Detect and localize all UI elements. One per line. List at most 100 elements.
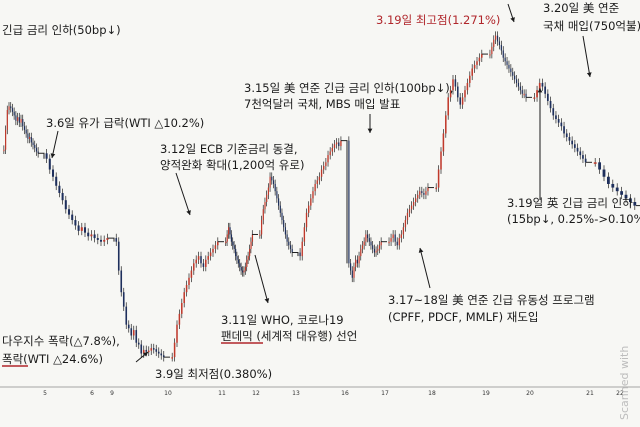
- candle-body: [510, 68, 512, 73]
- candle-body: [320, 169, 323, 177]
- candle-body: [283, 220, 285, 228]
- candle-body: [557, 119, 560, 123]
- candle-body: [360, 248, 362, 257]
- x-tick-label: 10: [164, 390, 172, 397]
- candle-body: [23, 126, 26, 130]
- candle-body: [367, 234, 369, 239]
- candle-body: [225, 241, 227, 244]
- candle-body: [176, 324, 178, 343]
- candle-body: [284, 227, 287, 235]
- candle-body: [478, 57, 481, 62]
- candle-body: [242, 270, 244, 273]
- candle-body: [132, 330, 135, 336]
- candle-body: [495, 35, 497, 40]
- candle-body: [615, 187, 619, 192]
- candle-body: [412, 202, 415, 206]
- candle-body: [233, 245, 235, 249]
- candle-body: [48, 158, 51, 170]
- annotation-arrow-shaft: [582, 35, 591, 78]
- candle-body: [560, 122, 563, 127]
- candle-body: [240, 266, 242, 271]
- candle-body: [202, 263, 205, 267]
- candle-body: [449, 90, 452, 98]
- candle-body: [32, 142, 34, 145]
- annotation-fed-line1: 3.15일 美 연준 긴급 금리 인하(100bp↓),: [244, 81, 453, 95]
- candle-body: [331, 147, 334, 152]
- annotation-arrow-head: [510, 17, 515, 22]
- annotation-oil-plunge: 3.6일 유가 급락(WTI △10.2%): [46, 116, 204, 130]
- x-tick-label: 6: [90, 390, 94, 397]
- candle-body: [536, 90, 538, 98]
- candle-body: [459, 97, 461, 105]
- candle-body: [402, 227, 405, 235]
- candle-body: [544, 86, 547, 94]
- annotation-arrow-head: [367, 128, 373, 133]
- candle-body: [117, 241, 120, 271]
- candle-body: [506, 61, 508, 65]
- candle-body: [269, 176, 271, 188]
- candle-body: [457, 86, 459, 98]
- candle-body: [427, 187, 429, 192]
- candle-body: [190, 270, 193, 278]
- candle-body: [237, 259, 240, 264]
- x-tick-label: 18: [428, 390, 436, 397]
- candle-body: [435, 187, 437, 190]
- candle-body: [262, 209, 264, 221]
- candle-body: [142, 349, 145, 354]
- candle-body: [83, 227, 87, 233]
- annotation-fed-buy-line1: 3.20일 美 연준: [543, 1, 619, 15]
- candle-body: [250, 241, 252, 249]
- candle-body: [512, 72, 514, 76]
- candle-body: [333, 144, 336, 148]
- candle-body: [6, 110, 8, 130]
- candle-body: [103, 239, 106, 242]
- x-tick-label: 11: [218, 390, 226, 397]
- candle-body: [232, 241, 234, 246]
- candle-body: [361, 245, 364, 249]
- candle-body: [633, 202, 637, 206]
- candle-body: [261, 220, 263, 235]
- candle-body: [452, 79, 454, 91]
- candle-body: [519, 86, 521, 91]
- candle-body: [247, 256, 249, 260]
- x-tick-label: 20: [526, 390, 534, 397]
- candle-body: [620, 191, 624, 195]
- candle-body: [236, 256, 238, 260]
- candle-body: [491, 46, 493, 55]
- candle-body: [400, 234, 402, 239]
- candle-body: [8, 106, 10, 110]
- candle-body: [571, 140, 574, 145]
- candle-body: [20, 119, 22, 123]
- candle-body: [355, 259, 357, 267]
- candle-body: [267, 187, 270, 195]
- candle-body: [286, 234, 288, 242]
- candle-body: [271, 176, 273, 181]
- candle-body: [568, 137, 571, 141]
- candle-body: [303, 227, 306, 242]
- candle-body: [181, 303, 183, 314]
- candle-body: [125, 306, 128, 325]
- candle-body: [93, 234, 96, 239]
- candle-body: [365, 234, 367, 242]
- candle-body: [80, 227, 83, 231]
- candle-body: [178, 313, 181, 325]
- candle-body: [380, 241, 382, 246]
- annotation-uk-line1: 3.19일 英 긴급 금리 인하: [507, 196, 633, 210]
- candle-body: [106, 238, 109, 240]
- candle-body: [375, 250, 377, 253]
- candle-body: [34, 144, 36, 148]
- candle-body: [350, 263, 352, 271]
- candle-body: [171, 357, 173, 359]
- candle-body: [310, 198, 312, 206]
- candle-body: [207, 256, 209, 260]
- annotation-arrows: [50, 3, 592, 363]
- candle-series: [3, 31, 637, 362]
- candle-body: [226, 234, 228, 242]
- candle-body: [127, 324, 130, 329]
- candle-body: [122, 292, 125, 307]
- candle-body: [504, 57, 506, 62]
- candle-body: [137, 342, 140, 345]
- x-tick-label: 13: [292, 390, 300, 397]
- annotation-fed-buy-line2: 국채 매입(750억불): [543, 19, 640, 33]
